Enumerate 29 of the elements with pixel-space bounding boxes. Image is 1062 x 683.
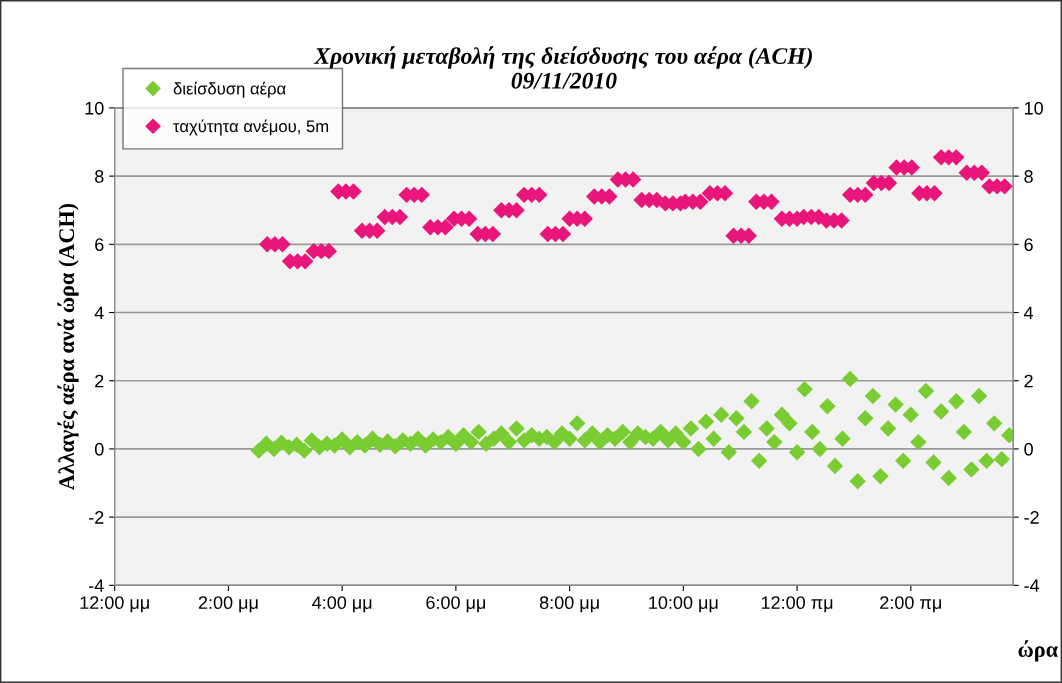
x-tick-label: 8:00 μμ (539, 596, 599, 613)
y-tick-label: 10 (85, 101, 104, 115)
y2-tick-label: 0 (1024, 442, 1033, 456)
y-tick-label: -2 (89, 511, 104, 524)
y2-tick-label: 10 (1024, 101, 1043, 115)
y-axis-title: Αλλαγές αέρα ανά ώρα (ACH) (57, 203, 79, 491)
y2-tick-label: 8 (1024, 170, 1033, 183)
y2-tick-label: 6 (1024, 238, 1033, 252)
y-tick-label: 0 (94, 442, 104, 456)
y-tick-label: 8 (95, 170, 104, 183)
x-tick-label: 6:00 μμ (426, 596, 486, 613)
x-tick-label: 12:00 πμ (761, 596, 833, 613)
y2-tick-label: -2 (1024, 511, 1039, 524)
legend-label: ταχύτητα ανέμου, 5m (173, 119, 329, 136)
y-tick-label: 2 (95, 374, 104, 388)
x-tick-label: 2:00 μμ (198, 596, 258, 613)
x-tick-label: 10:00 μμ (649, 596, 718, 613)
y-tick-label: -4 (89, 579, 104, 592)
y2-tick-label: -4 (1024, 579, 1040, 592)
y-tick-label: 4 (94, 306, 104, 320)
x-tick-label: 4:00 μμ (312, 596, 372, 613)
y2-tick-label: 4 (1023, 306, 1034, 320)
x-tick-label: 2:00 πμ (880, 596, 941, 613)
chart-title: Χρονική μεταβολή της διείσδυσης του αέρα (ACH) 09/11/2010 (313, 46, 812, 89)
y2-tick-label: 2 (1024, 374, 1033, 388)
x-tick-label: 12:00 μμ (80, 596, 149, 613)
legend-label: διείσδυση αέρα (173, 81, 286, 98)
x-axis-title: ώρα (1018, 640, 1058, 662)
y-tick-label: 6 (95, 238, 104, 252)
